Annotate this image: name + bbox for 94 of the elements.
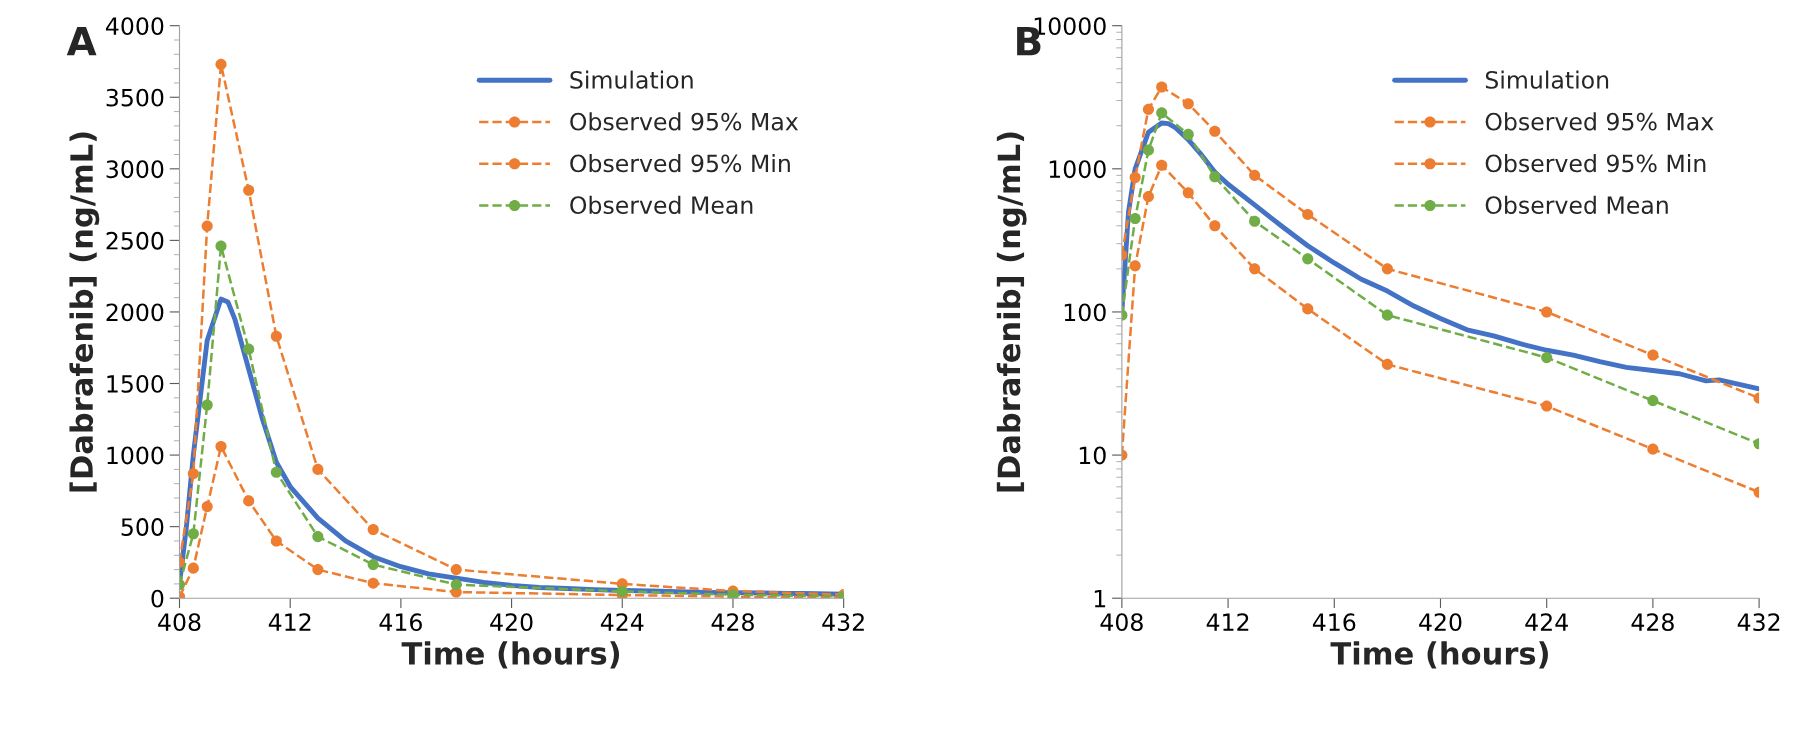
legend-label: Simulation bbox=[1485, 70, 1609, 89]
point bbox=[1541, 306, 1553, 318]
point bbox=[1381, 263, 1393, 275]
y-tick-label: 3500 bbox=[106, 88, 164, 107]
point bbox=[1249, 215, 1261, 227]
point bbox=[1142, 103, 1154, 115]
legend-label: Observed 95% Max bbox=[1485, 112, 1714, 131]
point bbox=[616, 585, 628, 597]
point bbox=[1182, 98, 1194, 110]
point bbox=[1249, 169, 1261, 181]
point bbox=[1647, 349, 1659, 361]
point bbox=[1182, 128, 1194, 140]
point bbox=[450, 564, 462, 576]
x-tick-label: 408 bbox=[1100, 613, 1143, 632]
point bbox=[1156, 159, 1168, 171]
point bbox=[187, 562, 199, 574]
y-tick-label: 500 bbox=[121, 518, 164, 536]
point bbox=[1129, 171, 1141, 184]
x-tick-label: 420 bbox=[490, 613, 533, 632]
x-tick-label: 412 bbox=[1206, 613, 1249, 631]
x-axis-title: Time (hours) bbox=[401, 641, 620, 669]
point bbox=[1302, 208, 1314, 220]
point bbox=[1647, 395, 1659, 407]
point bbox=[243, 343, 255, 355]
y-axis-title: [Dabrafenib] (ng/mL) bbox=[69, 132, 100, 492]
point bbox=[187, 528, 199, 540]
point bbox=[1209, 171, 1221, 183]
point bbox=[450, 579, 462, 591]
point bbox=[1129, 260, 1141, 272]
y-tick-label: 2000 bbox=[106, 303, 164, 322]
y-tick-label: 0 bbox=[151, 589, 164, 608]
y-tick-label: 1000 bbox=[1049, 160, 1106, 179]
point bbox=[312, 463, 324, 475]
legend-label: Observed 95% Max bbox=[570, 112, 799, 131]
point bbox=[1142, 144, 1154, 156]
point bbox=[1209, 220, 1221, 232]
point bbox=[1129, 212, 1141, 225]
legend-label: Simulation bbox=[570, 70, 693, 89]
point bbox=[312, 531, 324, 543]
y-tick-label: 1000 bbox=[107, 446, 164, 465]
y-axis-title: [Dabrafenib] (ng/mL) bbox=[996, 132, 1027, 492]
point bbox=[1156, 107, 1168, 119]
y-tick-label: 100 bbox=[1064, 303, 1106, 322]
point bbox=[1647, 443, 1659, 455]
legend-label: Observed Mean bbox=[1485, 195, 1668, 215]
y-tick-label: 3000 bbox=[106, 160, 164, 179]
point bbox=[270, 535, 282, 547]
point bbox=[1182, 187, 1194, 199]
point bbox=[1302, 303, 1314, 315]
y-tick-label: 1 bbox=[1094, 589, 1106, 608]
point bbox=[243, 184, 255, 196]
chart-title: A bbox=[66, 26, 97, 56]
legend-label: Observed 95% Min bbox=[1485, 154, 1706, 173]
point bbox=[201, 220, 213, 232]
point bbox=[201, 399, 213, 411]
point bbox=[215, 58, 227, 70]
point bbox=[312, 564, 324, 576]
x-tick-label: 424 bbox=[600, 613, 644, 631]
point bbox=[1209, 125, 1221, 137]
point bbox=[1249, 263, 1261, 275]
point bbox=[1302, 253, 1314, 265]
x-tick-label: 412 bbox=[268, 613, 311, 631]
x-tick-label: 408 bbox=[158, 613, 201, 632]
point bbox=[270, 330, 282, 342]
point bbox=[243, 495, 255, 507]
x-tick-label: 420 bbox=[1419, 613, 1462, 632]
x-tick-label: 416 bbox=[1312, 613, 1356, 632]
point bbox=[1381, 358, 1393, 370]
point bbox=[201, 501, 213, 513]
point bbox=[367, 523, 379, 536]
legend-label: Observed 95% Min bbox=[570, 154, 790, 173]
x-tick-label: 432 bbox=[822, 613, 864, 632]
y-tick-label: 2500 bbox=[106, 231, 164, 250]
x-tick-label: 428 bbox=[1631, 613, 1674, 632]
legend-label: Observed Mean bbox=[570, 195, 753, 215]
point bbox=[1541, 352, 1553, 364]
y-tick-label: 4000 bbox=[105, 17, 164, 35]
point bbox=[270, 466, 282, 478]
point bbox=[1142, 191, 1154, 203]
x-tick-label: 416 bbox=[379, 613, 422, 632]
x-tick-label: 432 bbox=[1737, 613, 1780, 632]
y-tick-label: 1500 bbox=[107, 374, 164, 393]
point bbox=[367, 577, 379, 589]
x-axis-title: Time (hours) bbox=[1330, 641, 1548, 669]
point bbox=[187, 468, 199, 480]
point bbox=[215, 440, 227, 453]
point bbox=[1156, 81, 1168, 93]
x-tick-label: 428 bbox=[711, 613, 754, 632]
x-tick-label: 424 bbox=[1525, 613, 1568, 631]
point bbox=[1381, 309, 1393, 321]
point bbox=[215, 240, 227, 252]
point bbox=[367, 559, 379, 571]
y-tick-label: 10 bbox=[1079, 446, 1106, 465]
point bbox=[1541, 400, 1553, 412]
